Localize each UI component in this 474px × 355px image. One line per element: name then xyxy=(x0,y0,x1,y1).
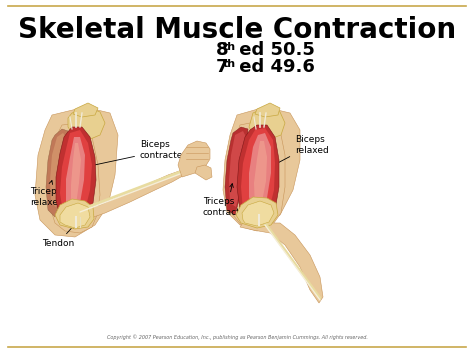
Polygon shape xyxy=(249,107,285,140)
Text: Copyright © 2007 Pearson Education, Inc., publishing as Pearson Benjamin Cumming: Copyright © 2007 Pearson Education, Inc.… xyxy=(107,334,367,340)
Polygon shape xyxy=(237,125,279,227)
Text: th: th xyxy=(223,42,236,52)
Polygon shape xyxy=(69,130,83,227)
Polygon shape xyxy=(231,120,285,231)
Text: 8: 8 xyxy=(216,41,228,59)
Text: Triceps
relaxed: Triceps relaxed xyxy=(30,181,64,207)
Text: Tendon: Tendon xyxy=(42,225,74,247)
Polygon shape xyxy=(66,137,85,217)
Polygon shape xyxy=(71,143,81,213)
Text: ed 50.5: ed 50.5 xyxy=(233,41,315,59)
Polygon shape xyxy=(229,131,246,207)
Polygon shape xyxy=(236,197,278,228)
Polygon shape xyxy=(255,127,269,225)
Polygon shape xyxy=(68,107,105,140)
Polygon shape xyxy=(249,133,271,215)
Polygon shape xyxy=(55,199,94,229)
Text: 7: 7 xyxy=(216,58,228,76)
Text: Biceps
contracted: Biceps contracted xyxy=(89,140,189,167)
Polygon shape xyxy=(241,128,275,223)
Polygon shape xyxy=(240,220,323,303)
Text: Biceps
relaxed: Biceps relaxed xyxy=(273,135,329,165)
Polygon shape xyxy=(255,103,280,117)
Polygon shape xyxy=(254,141,267,210)
Text: Skeletal Muscle Contraction: Skeletal Muscle Contraction xyxy=(18,16,456,44)
Polygon shape xyxy=(178,141,210,177)
Polygon shape xyxy=(60,203,90,228)
Text: ed 49.6: ed 49.6 xyxy=(233,58,315,76)
Polygon shape xyxy=(223,107,300,227)
Polygon shape xyxy=(70,170,188,219)
Polygon shape xyxy=(60,130,92,223)
Polygon shape xyxy=(56,127,96,227)
Polygon shape xyxy=(73,103,98,117)
Text: th: th xyxy=(223,59,236,69)
Polygon shape xyxy=(35,107,118,237)
Polygon shape xyxy=(50,133,66,207)
Text: Triceps
contracted: Triceps contracted xyxy=(203,184,252,217)
Polygon shape xyxy=(50,123,100,233)
Polygon shape xyxy=(46,129,68,217)
Polygon shape xyxy=(195,165,212,180)
Polygon shape xyxy=(225,127,248,215)
Polygon shape xyxy=(242,201,274,226)
